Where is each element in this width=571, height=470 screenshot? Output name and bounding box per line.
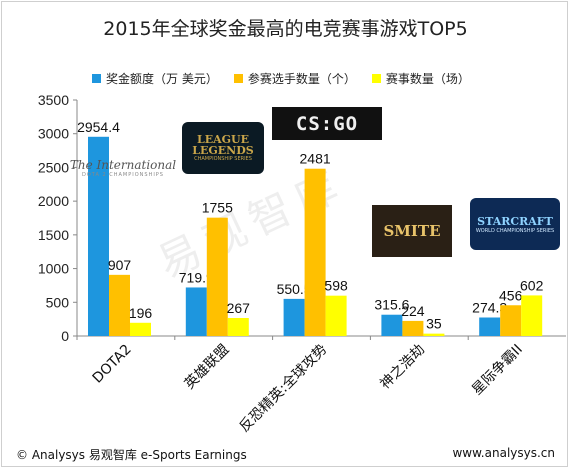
- bar-players: [500, 305, 522, 336]
- legend-item-prize: 奖金额度（万 美元）: [92, 70, 218, 87]
- bar-players: [109, 274, 130, 336]
- y-tick-label: 2000: [38, 193, 69, 209]
- bar-prize: [185, 287, 207, 336]
- legend-item-events: 赛事数量（场）: [371, 70, 470, 87]
- legend-item-players: 参赛选手数量（个）: [233, 70, 356, 87]
- y-tick-label: 3500: [38, 92, 69, 108]
- data-label: 1755: [202, 200, 233, 216]
- data-label: 196: [129, 305, 153, 321]
- bar-players: [402, 320, 424, 336]
- bar-players: [304, 168, 326, 336]
- y-tick-label: 1500: [38, 227, 69, 243]
- data-label: 602: [520, 277, 544, 293]
- bar-events: [423, 333, 445, 336]
- legend-swatch-players: [233, 74, 243, 83]
- bar-events: [325, 295, 347, 336]
- smite-logo: SMITE: [372, 205, 452, 257]
- x-category-label: 神之浩劫: [377, 342, 428, 393]
- chart-title: 2015年全球奖金最高的电竞赛事游戏TOP5: [103, 18, 468, 40]
- starcraft2-logo-line2: WORLD CHAMPIONSHIP SERIES: [475, 227, 555, 234]
- y-tick-label: 500: [46, 294, 70, 310]
- footer-url: www.analysys.cn: [452, 446, 555, 460]
- data-label: 224: [401, 303, 425, 319]
- x-category-label: 英雄联盟: [181, 341, 233, 393]
- x-category-label: DOTA2: [90, 342, 135, 387]
- data-label: 550.5: [277, 281, 312, 297]
- legend-label-events: 赛事数量（场）: [385, 72, 470, 86]
- bar-prize: [283, 298, 305, 336]
- legend-label-players: 参赛选手数量（个）: [247, 72, 356, 86]
- dota2-logo-line1: The International: [69, 158, 177, 172]
- dota2-logo-line2: DOTA 2 CHAMPIONSHIPS: [82, 172, 164, 178]
- legend: 奖金额度（万 美元） 参赛选手数量（个） 赛事数量（场）: [92, 70, 470, 87]
- csgo-logo: CS:GO: [272, 107, 382, 140]
- starcraft2-logo: STARCRAFT WORLD CHAMPIONSHIP SERIES: [470, 198, 560, 250]
- legend-swatch-prize: [92, 74, 101, 83]
- data-label: 2954.4: [77, 119, 120, 135]
- bar-prize: [479, 317, 501, 336]
- dota2-logo: The International DOTA 2 CHAMPIONSHIPS: [68, 148, 178, 188]
- data-label: 35: [426, 316, 442, 332]
- lol-logo: LEAGUE LEGENDS CHAMPIONSHIP SERIES: [182, 122, 264, 174]
- legend-label-prize: 奖金额度（万 美元）: [106, 72, 218, 86]
- lol-logo-line1: LEAGUE: [196, 132, 250, 146]
- starcraft2-logo-line1: STARCRAFT: [477, 214, 553, 228]
- y-tick-label: 3000: [38, 126, 69, 142]
- x-category-label: 反恐精英:全球攻势: [236, 341, 331, 436]
- data-label: 267: [227, 300, 251, 316]
- data-label: 274.3: [472, 300, 507, 316]
- footer-source: © Analysys 易观智库 e-Sports Earnings: [16, 448, 247, 462]
- bar-events: [227, 317, 249, 336]
- data-label: 456: [499, 287, 523, 303]
- data-label: 719.9: [179, 269, 214, 285]
- y-tick-label: 0: [61, 328, 69, 344]
- legend-swatch-events: [371, 74, 381, 83]
- y-tick-label: 2500: [38, 159, 69, 175]
- x-category-label: 星际争霸II: [469, 342, 526, 399]
- bar-events: [130, 322, 151, 336]
- data-label: 598: [324, 278, 348, 294]
- lol-logo-line3: CHAMPIONSHIP SERIES: [194, 155, 252, 162]
- bar-prize: [381, 314, 403, 336]
- bar-players: [206, 217, 228, 336]
- bar-prize: [88, 136, 109, 336]
- bar-events: [521, 295, 543, 336]
- data-label: 2481: [300, 151, 331, 167]
- data-label: 315.6: [374, 297, 409, 313]
- data-label: 907: [108, 257, 132, 273]
- smite-logo-text: SMITE: [383, 222, 441, 240]
- y-tick-label: 1000: [38, 261, 69, 277]
- lol-logo-line2: LEGENDS: [192, 144, 254, 158]
- csgo-logo-text: CS:GO: [295, 112, 359, 135]
